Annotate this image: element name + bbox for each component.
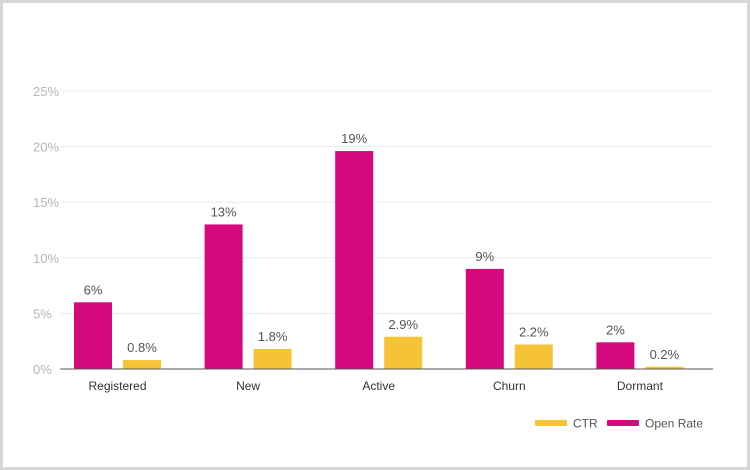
bar-ctr bbox=[514, 344, 553, 369]
y-tick-label: 10% bbox=[33, 251, 59, 266]
data-label: 19% bbox=[341, 131, 367, 146]
x-tick-label: Active bbox=[362, 379, 395, 393]
bar-open-rate bbox=[74, 302, 112, 369]
chart-frame bbox=[3, 3, 747, 467]
bar-ctr bbox=[384, 336, 423, 369]
data-label: 1.8% bbox=[258, 329, 288, 344]
legend: CTR Open Rate bbox=[535, 417, 703, 431]
legend-label: Open Rate bbox=[645, 417, 703, 431]
data-label: 9% bbox=[475, 249, 494, 264]
y-axis: 0% 5% 10% 15% 20% 25% bbox=[33, 84, 59, 377]
y-tick-label: 25% bbox=[33, 84, 59, 99]
bar-open-rate bbox=[335, 151, 374, 369]
legend-swatch bbox=[535, 420, 567, 426]
data-label: 6% bbox=[84, 282, 103, 297]
data-label: 2.9% bbox=[388, 317, 418, 332]
x-axis: Registered New Active Churn Dormant bbox=[60, 368, 713, 393]
y-tick-label: 5% bbox=[33, 306, 52, 321]
legend-label: CTR bbox=[573, 417, 598, 431]
data-label: 2.2% bbox=[519, 325, 549, 340]
gridlines bbox=[60, 90, 713, 314]
bar-ctr bbox=[645, 366, 684, 369]
x-tick-label: Dormant bbox=[617, 379, 664, 393]
data-label: 0.2% bbox=[650, 347, 680, 362]
bars: 6% 0.8% 13% 1.8% 19% 2.9% 9% 2.2% 2% 0.2% bbox=[74, 131, 684, 369]
bar-open-rate bbox=[596, 342, 635, 369]
legend-swatch bbox=[607, 420, 639, 426]
x-tick-label: New bbox=[236, 379, 260, 393]
bar-open-rate bbox=[465, 268, 504, 369]
x-tick-label: Registered bbox=[88, 379, 146, 393]
y-tick-label: 0% bbox=[33, 362, 52, 377]
data-label: 2% bbox=[606, 322, 625, 337]
x-tick-label: Churn bbox=[493, 379, 526, 393]
bar-open-rate bbox=[204, 224, 243, 369]
bar-ctr bbox=[253, 348, 292, 369]
bar-ctr bbox=[123, 360, 161, 369]
data-label: 0.8% bbox=[127, 340, 157, 355]
y-tick-label: 20% bbox=[33, 140, 59, 155]
data-label: 13% bbox=[211, 204, 237, 219]
y-tick-label: 15% bbox=[33, 195, 59, 210]
